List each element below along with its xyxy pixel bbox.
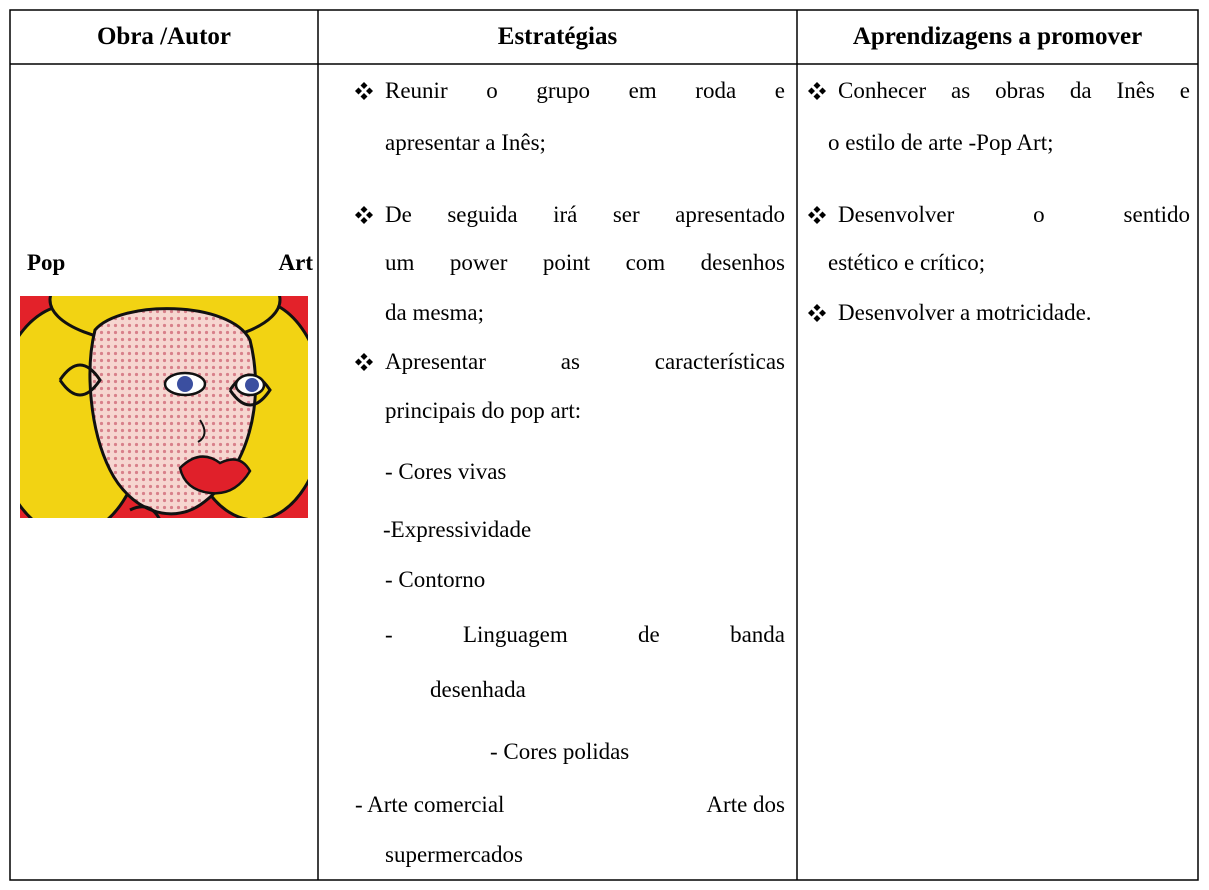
strategy-line: - Cores vivas [385,459,507,484]
strategy-line: -Expressividade [383,517,532,542]
learning-line: o estilo de arte -Pop Art; [828,130,1054,155]
column-header: Estratégias [497,23,618,50]
strategy-line: principais do pop art: [385,398,582,423]
column-header: Aprendizagens a promover [852,23,1143,50]
column-header: Obra /Autor [96,23,232,50]
bullet [808,206,826,224]
learning-line: Desenvolver o sentido [838,202,1190,227]
strategy-line: supermercados [385,842,523,867]
bullet [355,353,373,371]
bullet [355,82,373,100]
strategy-line: desenhada [430,677,526,702]
strategy-line: Arte dos [706,792,785,817]
strategy-line: - Cores polidas [490,739,630,764]
strategy-line: Apresentar as características [385,349,785,374]
learning-line: Conhecer as obras da Inês e [838,78,1190,103]
bullet [808,304,826,322]
strategy-line: um power point com desenhos [385,250,785,275]
strategy-line: De seguida irá ser apresentado [385,202,785,227]
bullet [355,206,373,224]
artwork-title: Pop Art [27,250,313,275]
bullet [808,82,826,100]
strategy-line: - Arte comercial [355,792,505,817]
strategy-line: Reunir o grupo em roda e [385,78,785,103]
strategy-line: apresentar a Inês; [385,130,546,155]
strategy-line: da mesma; [385,300,484,325]
learning-line: Desenvolver a motricidade. [838,300,1092,325]
strategy-line: - Contorno [385,567,486,592]
learning-line: estético e crítico; [828,250,986,275]
strategy-line: - Linguagem de banda [385,622,785,647]
